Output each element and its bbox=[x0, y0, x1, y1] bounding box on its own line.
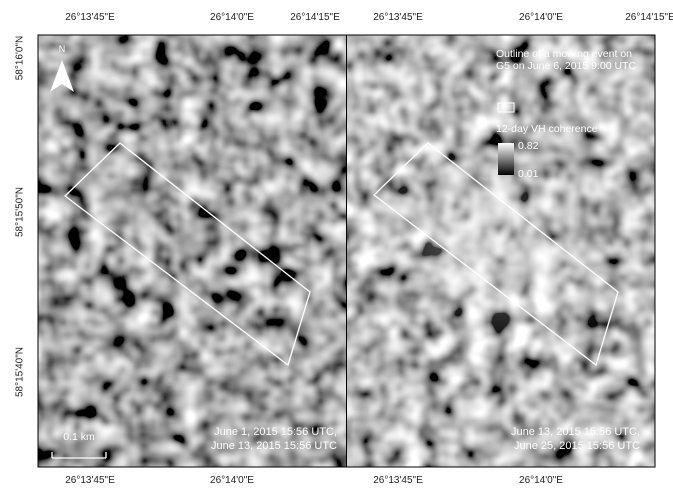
legend-title: 12-day VH coherence bbox=[496, 123, 598, 135]
lon-label: 26°14'0"E bbox=[210, 475, 254, 486]
lat-label: 58°15'50"N bbox=[14, 186, 26, 238]
left-image bbox=[38, 35, 346, 467]
lon-label: 26°14'0"E bbox=[210, 12, 254, 23]
north-arrow bbox=[50, 60, 74, 92]
caption-line: June 13, 2015 15:56 UTC, bbox=[510, 426, 640, 438]
lon-label: 26°13'45"E bbox=[65, 12, 115, 23]
scale-label: 0.1 km bbox=[63, 431, 95, 443]
lon-label: 26°13'45"E bbox=[65, 475, 115, 486]
lon-label: 26°14'15"E bbox=[290, 12, 340, 23]
lon-label: 26°14'0"E bbox=[519, 475, 563, 486]
legend-outline-text: Outline of a mowing event on G5 on June … bbox=[496, 48, 637, 72]
lon-label: 26°14'0"E bbox=[519, 12, 563, 23]
legend-ramp bbox=[498, 143, 514, 175]
north-label: N bbox=[58, 44, 66, 54]
lon-label: 26°14'15"E bbox=[625, 12, 673, 23]
legend-min: 0.01 bbox=[518, 168, 539, 180]
caption-line: June 13, 2015 15:56 UTC bbox=[211, 440, 337, 452]
lat-label: 58°15'40"N bbox=[14, 346, 26, 398]
scale-bar bbox=[51, 452, 107, 459]
caption-line: June 25, 2015 15:56 UTC bbox=[514, 440, 640, 452]
legend-outline-swatch bbox=[497, 102, 515, 113]
lat-label: 58°16'0"N bbox=[14, 35, 26, 81]
field-outline bbox=[64, 142, 311, 367]
caption-line: June 1, 2015 15:56 UTC, bbox=[214, 426, 337, 438]
legend-max: 0.82 bbox=[518, 140, 539, 152]
lon-label: 26°13'45"E bbox=[373, 12, 423, 23]
field-outline bbox=[373, 142, 619, 367]
caption: June 1, 2015 15:56 UTC, June 13, 2015 15:… bbox=[211, 425, 337, 453]
bright-area bbox=[364, 140, 616, 360]
lon-label: 26°13'45"E bbox=[373, 475, 423, 486]
caption: June 13, 2015 15:56 UTC, June 25, 2015 15… bbox=[511, 425, 640, 453]
